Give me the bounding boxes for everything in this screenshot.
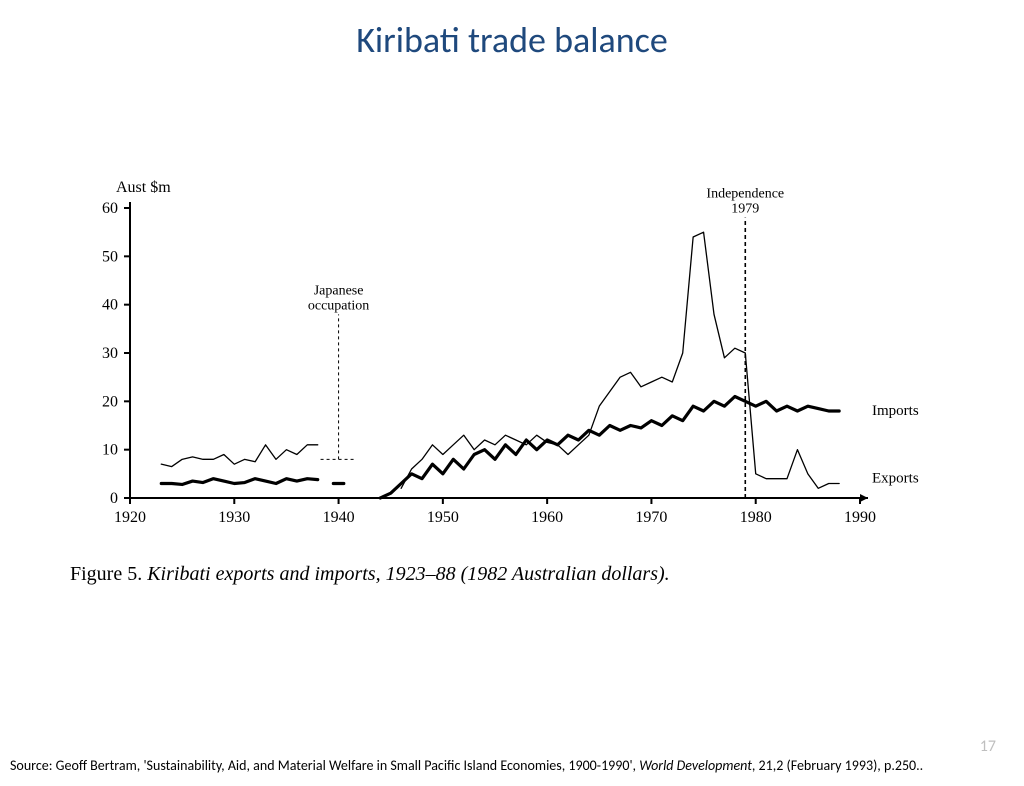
source-journal: World Development	[639, 757, 752, 774]
slide-title: Kiribati trade balance	[0, 18, 1024, 62]
svg-text:occupation: occupation	[308, 298, 369, 313]
svg-text:Aust $m: Aust $m	[116, 179, 171, 196]
svg-text:1920: 1920	[114, 509, 146, 526]
trade-balance-chart: 0 10 20 30 40 50 60 1920 1930 1940 1950 1960 1970 198…	[70, 168, 950, 548]
svg-text:60: 60	[102, 200, 118, 217]
caption-text: Kiribati exports and imports, 1923–88 (1…	[147, 563, 669, 585]
svg-text:Exports: Exports	[872, 471, 919, 487]
svg-text:0: 0	[110, 490, 118, 507]
page-number: 17	[980, 737, 996, 756]
svg-text:1940: 1940	[323, 509, 355, 526]
svg-text:50: 50	[102, 248, 118, 265]
svg-text:Independence: Independence	[706, 187, 784, 202]
svg-text:1990: 1990	[844, 509, 876, 526]
source-prefix: Source: Geoff Bertram, 'Sustainability, …	[10, 757, 639, 774]
caption-prefix: Figure 5.	[70, 563, 147, 585]
svg-text:1980: 1980	[740, 509, 772, 526]
figure-caption: Figure 5. Kiribati exports and imports, …	[70, 563, 950, 586]
svg-text:10: 10	[102, 442, 118, 459]
svg-text:20: 20	[102, 393, 118, 410]
svg-text:Imports: Imports	[872, 403, 919, 419]
svg-text:40: 40	[102, 297, 118, 314]
svg-text:Japanese: Japanese	[314, 283, 364, 298]
chart-container: 0 10 20 30 40 50 60 1920 1930 1940 1950 1960 1970 198…	[70, 168, 950, 548]
svg-text:1950: 1950	[427, 509, 459, 526]
svg-text:1970: 1970	[635, 509, 667, 526]
source-suffix: , 21,2 (February 1993), p.250..	[752, 757, 923, 774]
svg-text:1930: 1930	[218, 509, 250, 526]
svg-text:1979: 1979	[731, 202, 759, 217]
svg-text:1960: 1960	[531, 509, 563, 526]
svg-text:30: 30	[102, 345, 118, 362]
source-citation: Source: Geoff Bertram, 'Sustainability, …	[10, 757, 1010, 774]
